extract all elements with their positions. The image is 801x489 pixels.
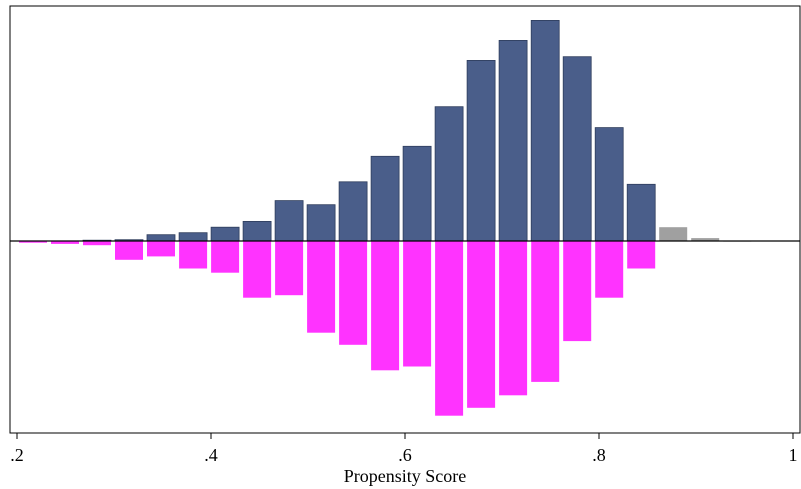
bar-series-2-bin-2: [83, 241, 111, 246]
bar-series-0-bin-8: [338, 181, 368, 242]
bar-series-0-bin-9: [370, 155, 400, 242]
bar-series-2-bin-18: [595, 241, 624, 298]
bar-series-0-bin-3: [178, 232, 208, 242]
bar-series-2-bin-13: [435, 241, 464, 416]
bar-series-2-bin-5: [179, 241, 208, 269]
bar-series-0-bin-10: [402, 145, 432, 242]
bar-series-0-bin-5: [242, 220, 272, 242]
bar-series-0-bin-2: [146, 234, 176, 242]
bar-series-2-bin-7: [243, 241, 272, 298]
bar-series-2-bin-3: [115, 241, 143, 260]
bar-series-2-bin-6: [211, 241, 240, 273]
bar-series-0-bin-14: [530, 19, 560, 242]
bar-series-2-bin-1: [51, 241, 79, 244]
bar-series-0-bin-13: [498, 40, 528, 242]
bars-group: [19, 19, 752, 416]
bar-series-2-bin-0: [19, 241, 47, 243]
bar-series-2-bin-16: [531, 241, 560, 382]
bar-series-2-bin-9: [307, 241, 336, 333]
bar-series-2-bin-10: [339, 241, 368, 345]
x-tick-label-3: .8: [592, 445, 606, 465]
bar-series-2-bin-8: [275, 241, 304, 296]
bar-series-2-bin-15: [499, 241, 528, 396]
bar-series-0-bin-12: [466, 60, 496, 242]
bar-series-2-bin-4: [147, 241, 175, 257]
bar-series-0-bin-16: [594, 127, 624, 242]
x-tick-label-1: .4: [204, 445, 218, 465]
bar-series-0-bin-4: [210, 226, 240, 242]
bar-series-2-bin-17: [563, 241, 592, 342]
x-axis-title: Propensity Score: [344, 466, 466, 486]
x-axis-ticks: .2 .4 .6 .8 1: [10, 433, 798, 465]
bar-series-0-bin-15: [562, 56, 592, 242]
bar-series-0-bin-7: [306, 204, 336, 242]
bar-series-2-bin-12: [403, 241, 432, 367]
bar-series-2-bin-19: [627, 241, 656, 269]
bar-series-0-bin-6: [274, 200, 304, 242]
x-tick-label-0: .2: [10, 445, 24, 465]
bar-series-0-bin-17: [626, 183, 656, 242]
x-tick-label-4: 1: [789, 445, 798, 465]
bar-series-2-bin-14: [467, 241, 496, 408]
bar-series-1-bin-1: [691, 238, 720, 241]
x-tick-label-2: .6: [398, 445, 412, 465]
bar-series-1-bin-0: [659, 227, 688, 241]
bar-series-0-bin-11: [434, 106, 464, 242]
bar-series-2-bin-11: [371, 241, 400, 371]
